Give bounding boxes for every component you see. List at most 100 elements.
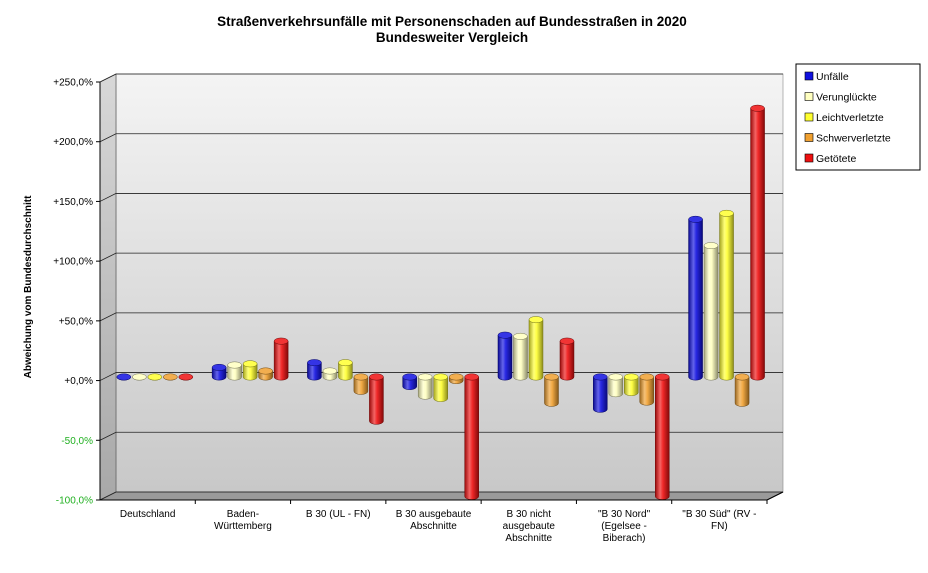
bar [513, 332, 528, 381]
bar-cap [178, 373, 194, 381]
bar-body [703, 245, 719, 381]
bar [178, 373, 194, 381]
bar [624, 373, 639, 396]
bar-cap [624, 373, 639, 381]
bar-body [307, 362, 322, 381]
bar [448, 373, 464, 385]
bar [227, 361, 242, 381]
y-axis-label: Abweichung vom Bundesdurchschnitt [23, 195, 34, 378]
bar-cap [608, 373, 624, 381]
bar-cap [242, 360, 258, 368]
bar-body [624, 376, 639, 396]
bar-cap [528, 316, 544, 324]
legend: Unfälle Verunglückte Leichtverletzte Schwer… [795, 63, 921, 171]
bar-cap [147, 373, 163, 381]
bar-cap [513, 332, 528, 340]
x-tick-label: B 30 ausgebaute Abschnitte [396, 509, 472, 532]
bar [242, 360, 258, 381]
gridline [99, 133, 783, 143]
bar [322, 367, 338, 381]
gridline [99, 431, 783, 441]
x-tick-label: "B 30 Süd" (RV -FN) [682, 509, 756, 532]
bar-cap [322, 367, 338, 375]
y-tick-label: +100,0% [53, 257, 93, 268]
back-wall [115, 73, 784, 493]
bar [688, 215, 703, 381]
bar-body [655, 376, 670, 500]
floor-edge [766, 491, 784, 501]
gridline [99, 193, 783, 202]
bar [258, 367, 273, 381]
plot-walls [99, 73, 784, 501]
legend-label: Verunglückte [816, 92, 877, 104]
bar-body [734, 376, 750, 407]
gridline [99, 491, 783, 501]
bar [433, 373, 448, 402]
legend-swatch [804, 112, 814, 122]
bar-body [750, 108, 765, 381]
bar-cap [258, 367, 273, 375]
gridline [99, 312, 783, 322]
bar-body [593, 376, 608, 413]
bar [307, 359, 322, 381]
bar [273, 337, 289, 381]
bar-cap [227, 361, 242, 369]
bar-body [639, 376, 655, 406]
legend-swatch [804, 133, 814, 142]
bar [116, 373, 132, 381]
bar [559, 337, 575, 381]
bar-cap [719, 209, 734, 217]
bar-body [433, 376, 448, 402]
floor [99, 491, 784, 501]
bar-body [227, 364, 242, 381]
x-tick-label: "B 30 Nord" (Egelsee -Biberach) [598, 509, 651, 544]
bar-body [559, 340, 575, 381]
y-tick-label: -50,0% [61, 436, 93, 447]
bar-cap [417, 373, 433, 381]
bar [655, 373, 670, 500]
bar [528, 316, 544, 381]
bar-cap [338, 359, 353, 367]
bar-cap [639, 373, 655, 381]
bar-body [513, 336, 528, 381]
bar [417, 373, 433, 400]
legend-box [795, 63, 921, 171]
gridline [99, 252, 783, 262]
gridline [99, 73, 783, 83]
bar-cap [688, 215, 703, 223]
bar [703, 242, 719, 381]
bar-cap [497, 331, 513, 339]
x-tick-label: Baden-Württemberg [214, 509, 272, 532]
bar [593, 373, 608, 413]
bar-cap [402, 373, 417, 381]
bar-body [417, 376, 433, 400]
bar-body [273, 340, 289, 381]
bar-cap [369, 373, 384, 381]
bar [734, 373, 750, 407]
y-tick-label: -100,0% [56, 496, 93, 507]
bar [639, 373, 655, 406]
bar-cap [703, 242, 719, 250]
bar-cap [559, 337, 575, 345]
bar [402, 373, 417, 390]
y-tick-label: +50,0% [59, 316, 93, 327]
x-tick-label: Deutschland [120, 509, 176, 520]
bar-cap [353, 373, 369, 381]
titles-layer: Straßenverkehrsunfälle mit Personenschad… [23, 14, 687, 378]
bar-cap [116, 373, 132, 381]
bar-cap [211, 363, 227, 371]
bar-cap [273, 337, 289, 345]
bar-cap [464, 373, 479, 381]
bar [544, 373, 559, 407]
bar-cap [655, 373, 670, 381]
y-tick-label: +0,0% [64, 376, 93, 387]
legend-label: Schwerverletzte [816, 133, 891, 145]
legend-swatch [804, 71, 814, 81]
legend-swatch [804, 92, 814, 101]
bar [497, 331, 513, 381]
x-tick-label: B 30 (UL - FN) [306, 509, 371, 520]
legend-swatch [804, 153, 814, 163]
bar-cap [593, 373, 608, 381]
bar-body [402, 376, 417, 390]
